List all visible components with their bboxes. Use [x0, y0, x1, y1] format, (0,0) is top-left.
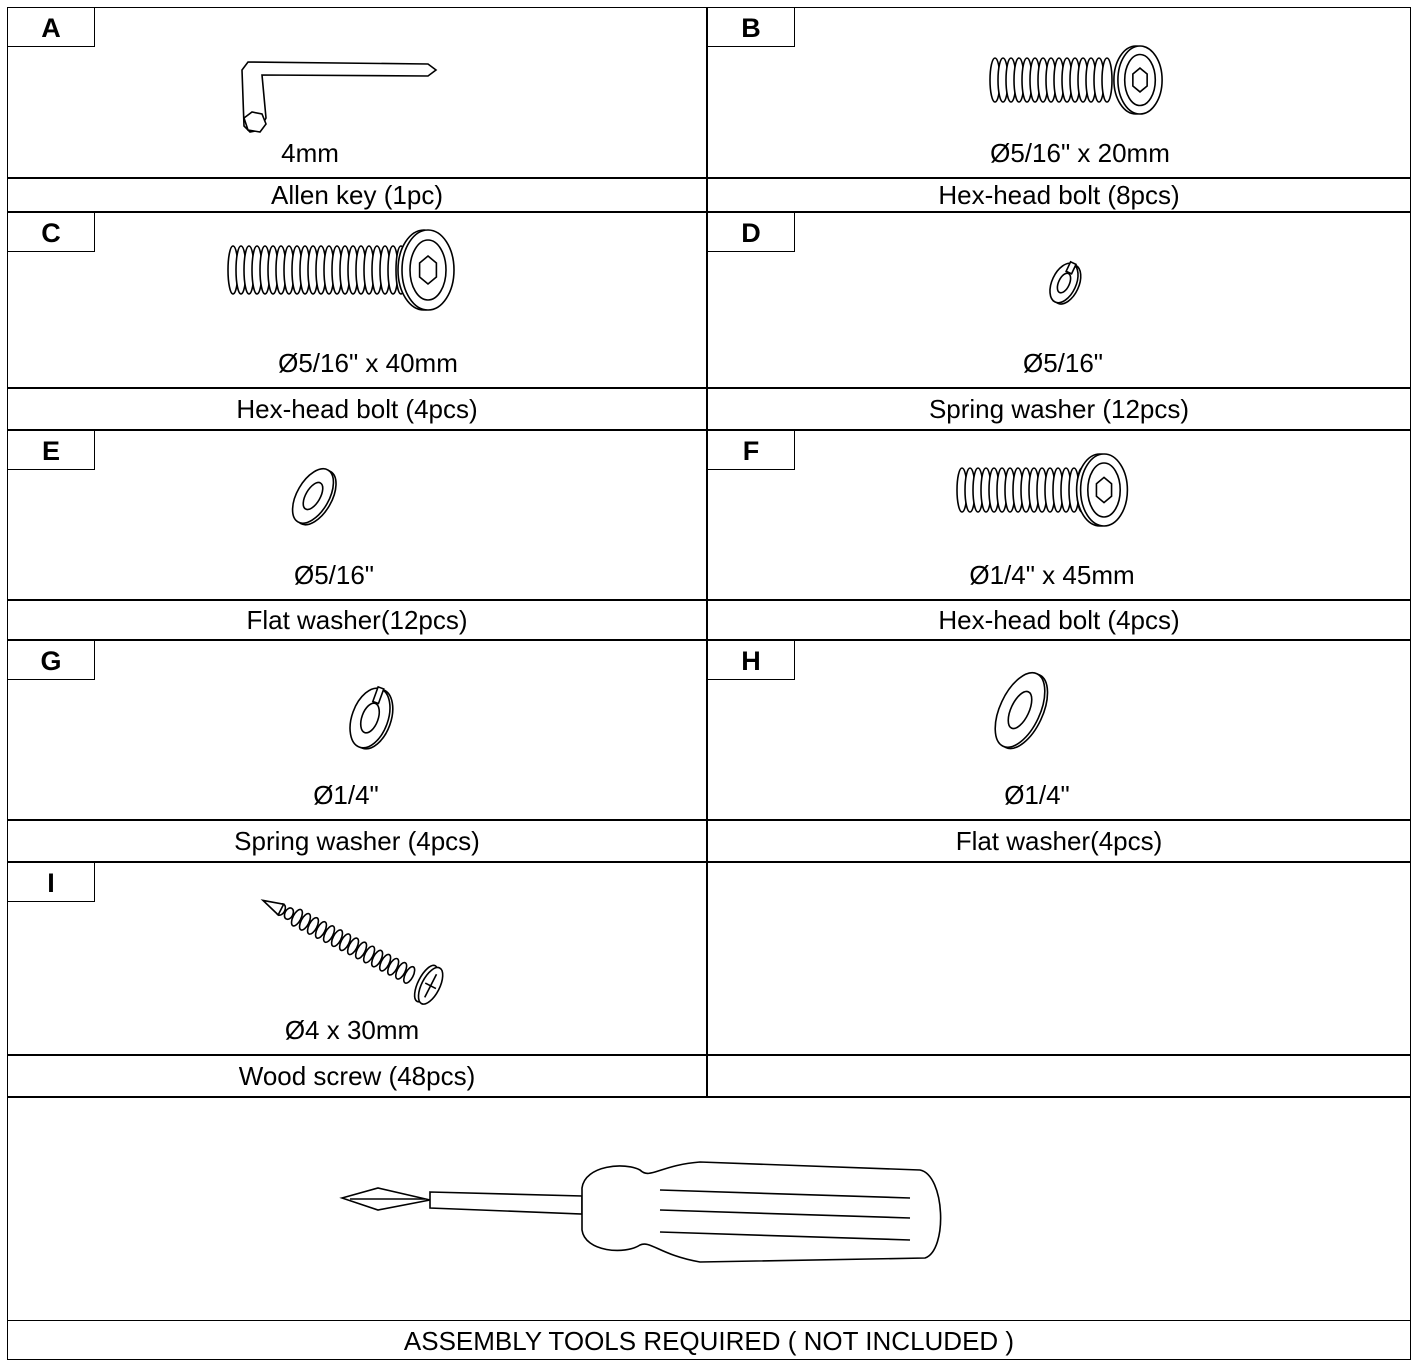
item-letter: C	[7, 212, 95, 252]
label-cell	[7, 388, 707, 430]
item-name: Hex-head bolt (4pcs)	[236, 394, 478, 424]
item-name: Flat washer(12pcs)	[246, 605, 468, 635]
label-cell	[7, 1055, 707, 1097]
image-cell	[7, 7, 707, 178]
item-size: Ø1/4" x 45mm	[969, 560, 1135, 590]
tools-cell	[7, 1097, 1411, 1321]
item-size: Ø5/16"	[1022, 348, 1104, 378]
item-name: Flat washer(4pcs)	[955, 826, 1163, 856]
item-letter: A	[7, 7, 95, 47]
item-name: Allen key (1pc)	[271, 180, 443, 210]
item-letter: F	[707, 430, 795, 470]
label-cell	[707, 1055, 1411, 1097]
item-letter: E	[7, 430, 95, 470]
label-cell	[7, 600, 707, 640]
image-cell	[7, 862, 707, 1055]
tools-caption: ASSEMBLY TOOLS REQUIRED ( NOT INCLUDED )	[403, 1326, 1015, 1356]
item-name: Spring washer (12pcs)	[928, 394, 1190, 424]
label-cell	[707, 820, 1411, 862]
item-letter: D	[707, 212, 795, 252]
item-name: Wood screw (48pcs)	[238, 1061, 476, 1091]
item-letter: H	[707, 640, 795, 680]
item-name: Spring washer (4pcs)	[234, 826, 480, 856]
image-cell	[707, 7, 1411, 178]
image-cell	[7, 430, 707, 600]
image-cell	[7, 640, 707, 820]
item-size: Ø5/16"	[293, 560, 375, 590]
label-cell	[707, 600, 1411, 640]
label-cell	[7, 178, 707, 212]
image-cell	[707, 430, 1411, 600]
item-size: Ø5/16" x 20mm	[990, 138, 1170, 168]
item-letter: I	[7, 862, 95, 902]
item-name: Hex-head bolt (8pcs)	[938, 180, 1180, 210]
item-size: Ø5/16" x 40mm	[278, 348, 458, 378]
image-cell	[707, 212, 1411, 388]
image-cell	[7, 212, 707, 388]
label-cell	[707, 178, 1411, 212]
item-size: Ø1/4"	[1004, 780, 1070, 810]
item-letter: B	[707, 7, 795, 47]
image-cell	[707, 862, 1411, 1055]
label-cell	[7, 820, 707, 862]
label-cell	[707, 388, 1411, 430]
item-size: 4mm	[281, 138, 339, 168]
item-size: Ø4 x 30mm	[284, 1015, 420, 1045]
item-name: Hex-head bolt (4pcs)	[938, 605, 1180, 635]
item-letter: G	[7, 640, 95, 680]
item-size: Ø1/4"	[313, 780, 379, 810]
image-cell	[707, 640, 1411, 820]
